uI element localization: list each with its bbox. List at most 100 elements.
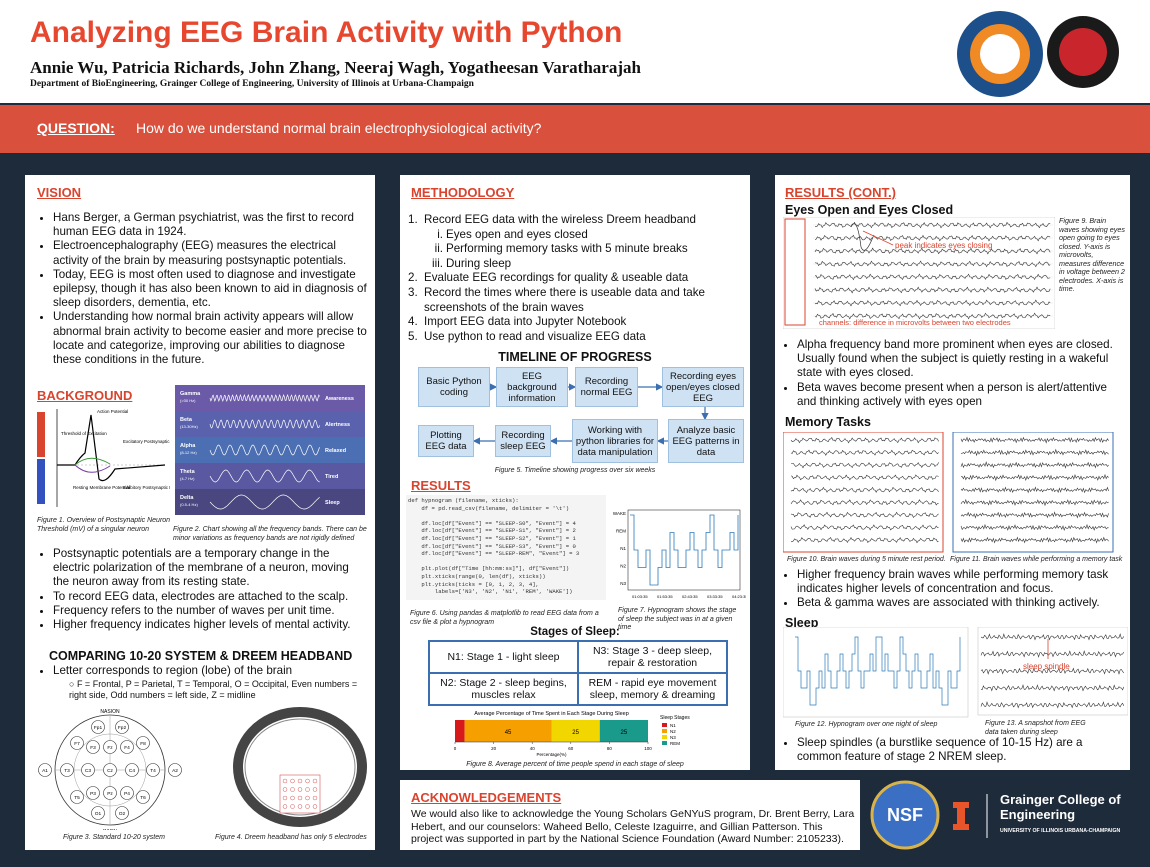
nsf-text: NSF (887, 805, 923, 825)
legend-label: N3 (670, 735, 676, 740)
sub-step-text: During sleep (446, 256, 512, 270)
caption: Figure 1. Overview of Postsynaptic Neuro… (37, 517, 171, 533)
bullet-list: Sleep spindles (a burstlike sequence of … (781, 736, 1121, 764)
electrode-label: T5 (74, 795, 80, 801)
plot-frame (783, 217, 1055, 329)
sub-step-text: Eyes open and eyes closed (446, 227, 588, 241)
x-tick-label: 01:53:35 (657, 594, 673, 599)
electrode (70, 790, 84, 804)
eeg-trace (814, 286, 1051, 294)
eeg-trace (960, 461, 1109, 469)
x-tick-label: 01:03:35 (632, 594, 648, 599)
step-text: Record EEG data with the wireless Dreem … (424, 213, 696, 226)
code-line: df.loc[df["Event"] == "SLEEP-REM", "Even… (408, 550, 580, 558)
step-number: 1. (408, 213, 418, 226)
band-state: Tired (325, 474, 338, 480)
electrode-label: F3 (90, 745, 96, 751)
x-tick-label: 20 (491, 746, 497, 751)
bullet: Beta & gamma waves are associated with t… (797, 596, 1121, 610)
sub-step-number: iii. (432, 256, 443, 270)
question-label: QUESTION: (37, 120, 115, 136)
electrode (103, 740, 117, 754)
school-logo-center (980, 34, 1020, 74)
timeline-title: TIMELINE OF PROGRESS (498, 350, 652, 364)
nsf-logo (870, 780, 940, 850)
sensor-dot (297, 804, 303, 809)
electrode (103, 763, 117, 777)
code-line (408, 558, 604, 566)
band-row (175, 385, 365, 411)
heading: METHODOLOGY (411, 185, 515, 200)
eeg-trace (814, 312, 1051, 320)
sub-step-text: Performing memory tasks with 5 minute br… (446, 242, 688, 256)
eeg-trace (814, 260, 1051, 268)
eeg-trace (960, 486, 1109, 494)
step-text: Record the times where there is useable … (424, 285, 705, 314)
sub-step-number: i. (437, 227, 443, 241)
legend-swatch (662, 729, 667, 733)
illinois-text: UNIVERSITY OF ILLINOIS URBANA-CHAMPAIGN (1000, 828, 1121, 834)
neuron-figure: Action Potential Threshold of Excitation E… (37, 409, 170, 507)
bullet: To record EEG data, electrodes are attac… (53, 590, 367, 604)
electrode-label: F8 (140, 741, 146, 747)
nasion-label: NASION (100, 709, 120, 715)
annotation: peak indicates eyes closing (895, 241, 992, 250)
electrode (115, 720, 129, 734)
eeg-trace (960, 511, 1109, 519)
band-name: Delta (180, 495, 194, 501)
neuron-label: Threshold of Excitation (61, 431, 107, 436)
electrode-label: A1 (42, 768, 48, 774)
heading: COMPARING 10-20 SYSTEM & DREEM HEADBAND (49, 649, 353, 663)
electrode (115, 806, 129, 820)
title: Analyzing EEG Brain Activity with Python (30, 16, 623, 49)
annotation: sleep spindle (1023, 662, 1070, 671)
eeg-trace (960, 498, 1109, 507)
code-line: df = pd.read_csv(filename, delimiter = '… (408, 504, 570, 512)
caption: Figure 10. Brain waves during 5 minute r… (787, 556, 946, 563)
bar-segment (455, 720, 465, 742)
x-tick-label: 03:33:35 (707, 594, 723, 599)
band-name: Gamma (180, 391, 201, 397)
left-panel: VISION Hans Berger, a German psychiatris… (25, 175, 375, 850)
caption: Figure 13. A snapshot from EEG data take… (985, 720, 1086, 736)
stages-title: Stages of Sleep: (530, 626, 620, 638)
hyperpolarization-arrow (37, 459, 45, 504)
sleep-chart: Average Percentage of Time Spent in Each… (454, 711, 691, 757)
heading: ACKNOWLEDGEMENTS (411, 790, 562, 805)
eeg-trace (960, 448, 1109, 457)
eeg-trace (814, 221, 1051, 229)
bullet: Today, EEG is most often used to diagnos… (53, 268, 367, 311)
bullet: Understanding how normal brain activity … (53, 310, 367, 367)
electrode-label: P4 (124, 791, 130, 797)
legend-label: N1 (670, 723, 676, 728)
legend-label: N2 (670, 729, 676, 734)
eeg-trace (790, 511, 939, 518)
code-line (408, 512, 604, 520)
figure-frame (977, 627, 1128, 716)
electrode-label: A2 (172, 768, 178, 774)
eeg-trace (790, 437, 939, 444)
band-state: Relaxed (325, 448, 346, 454)
band-wave (209, 444, 320, 456)
electrode (81, 763, 95, 777)
band-range: (>30 Hz) (180, 398, 196, 403)
caption: Figure 6. Using pandas & matplotlib to r… (410, 610, 599, 626)
band-name: Alpha (180, 443, 196, 449)
sub-step-number: ii. (434, 242, 443, 256)
sensor-dot (297, 778, 303, 784)
step-number: 4. (408, 315, 418, 329)
bullet-list: Postsynaptic potentials are a temporary … (37, 547, 367, 632)
step-text: Use python to read and visualize EEG dat… (424, 329, 646, 343)
electrode (86, 740, 100, 754)
eeg-trace (980, 633, 1125, 641)
legend-swatch (662, 741, 667, 745)
band-wave (209, 394, 320, 402)
x-tick-label: 0 (454, 746, 457, 751)
electrode-label: F7 (74, 741, 80, 747)
sub-bullet-text: F = Frontal, P = Parietal, T = Temporal,… (69, 679, 358, 700)
eeg-trace (980, 684, 1125, 693)
eeg-trace (790, 524, 939, 531)
ack-panel: ACKNOWLEDGEMENTS We would also like to a… (400, 780, 860, 850)
sub-step: i. Eyes open and eyes closed (408, 228, 743, 243)
electrode (125, 763, 139, 777)
